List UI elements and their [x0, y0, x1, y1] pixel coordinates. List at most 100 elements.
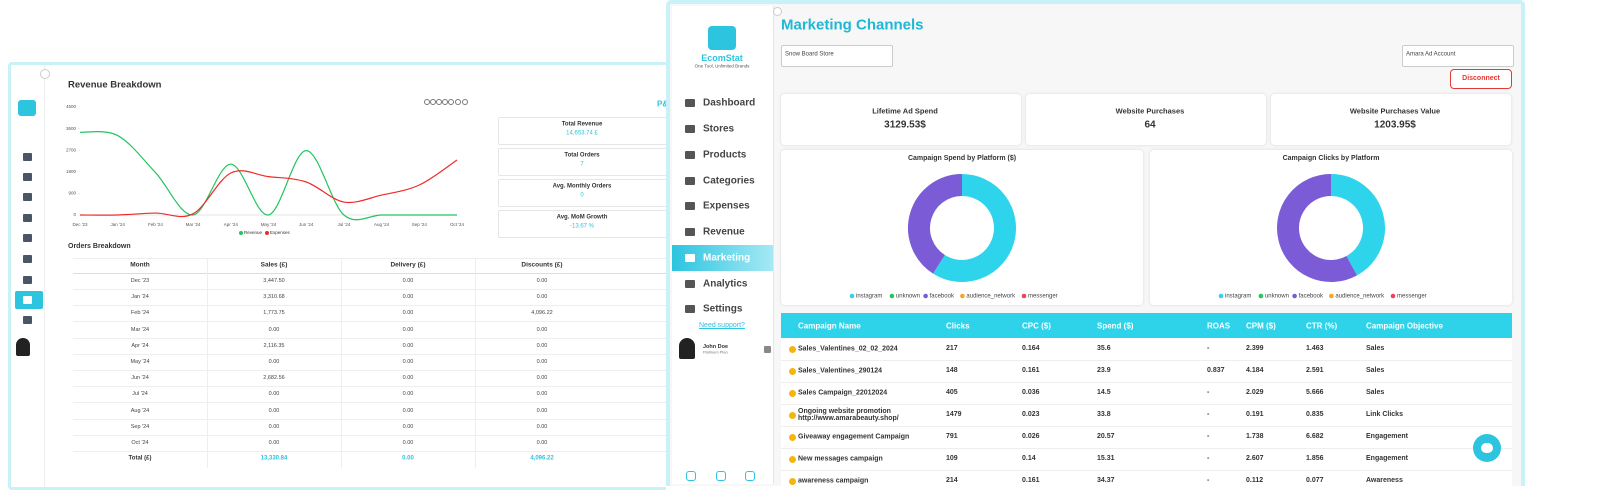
menu-icon [685, 228, 695, 236]
table-cell: New messages campaign [798, 455, 883, 463]
status-dot [789, 389, 796, 397]
nav-icon[interactable] [23, 173, 32, 181]
table-cell: awareness campaign [798, 477, 869, 485]
logout-icon[interactable] [764, 346, 771, 353]
table-cell: 0.164 [1022, 344, 1040, 352]
menu-item[interactable]: Stores [703, 123, 735, 135]
table-body [781, 338, 1512, 486]
total-cell: 13,330.84 [260, 455, 288, 462]
menu-item[interactable]: Products [703, 149, 747, 161]
stat-card [498, 117, 668, 145]
chart-tool[interactable] [448, 99, 454, 105]
table-cell: 0.00 [536, 342, 548, 349]
row-divider [73, 386, 903, 388]
table-cell: Oct '24 [131, 439, 149, 446]
column-header[interactable]: ROAS [1207, 320, 1231, 330]
table-cell: 20.57 [1097, 432, 1115, 440]
social-icon[interactable] [745, 471, 755, 481]
social-icon[interactable] [716, 471, 726, 481]
table-cell: Awareness [1366, 476, 1403, 484]
column-header[interactable]: CTR (%) [1306, 320, 1338, 330]
collapse-button[interactable] [40, 69, 50, 79]
menu-item[interactable]: Categories [703, 175, 755, 187]
stat-label: Total Revenue [561, 121, 603, 128]
nav-icon[interactable] [23, 296, 32, 304]
row-divider [73, 451, 903, 452]
table-cell: - [1207, 388, 1210, 396]
stat-label: Website Purchases Value [1349, 106, 1441, 116]
menu-item[interactable]: Analytics [703, 278, 748, 290]
menu-item[interactable]: Revenue [703, 226, 745, 238]
table-cell: 2.399 [1246, 344, 1264, 352]
total-cell: 0.00 [402, 455, 414, 462]
chart-tool[interactable] [442, 99, 448, 105]
nav-icon[interactable] [23, 153, 32, 161]
chart-tool[interactable] [430, 99, 436, 105]
user-plan: Platinum Plan [703, 349, 728, 355]
account-select[interactable] [1402, 45, 1514, 67]
table-cell: Sales_Valentines_290124 [798, 367, 883, 375]
row-divider [781, 470, 1512, 471]
table-cell: 214 [946, 476, 958, 484]
page-title: Marketing Channels [781, 16, 924, 34]
table-cell: 0.036 [1022, 388, 1040, 396]
collapse-button[interactable] [773, 7, 782, 16]
menu-item[interactable]: Marketing [703, 252, 751, 264]
table-cell: 0.00 [536, 358, 548, 365]
nav-icon[interactable] [23, 276, 32, 284]
menu-icon [685, 99, 695, 107]
total-cell: Total (£) [128, 455, 152, 462]
nav-icon[interactable] [23, 234, 32, 242]
table-cell: Feb '24 [130, 310, 150, 317]
table-cell: 0.00 [536, 407, 548, 414]
disconnect-label[interactable]: Disconnect [1462, 74, 1500, 82]
nav-icon[interactable] [23, 316, 32, 324]
table-cell: Giveaway engagement Campaign [798, 433, 910, 441]
social-icon[interactable] [686, 471, 696, 481]
column-header[interactable]: Spend ($) [1097, 320, 1134, 330]
chart-tool[interactable] [424, 99, 430, 105]
user-name: John Doe [703, 343, 729, 350]
column-header[interactable]: CPM ($) [1246, 320, 1276, 330]
menu-item[interactable]: Dashboard [703, 97, 756, 109]
store-select[interactable] [781, 45, 893, 67]
menu-item[interactable]: Settings [703, 303, 743, 315]
table-cell: Dec '23 [130, 277, 150, 284]
column-header: Month [130, 261, 150, 269]
column-header: Sales (£) [260, 261, 288, 269]
table-title: Orders Breakdown [68, 242, 131, 250]
column-header[interactable]: Campaign Name [798, 320, 861, 330]
column-divider [341, 258, 342, 468]
column-header[interactable]: CPC ($) [1022, 320, 1051, 330]
stat-card [1271, 94, 1511, 145]
total-cell: 4,096.22 [530, 455, 554, 462]
column-divider [475, 258, 476, 468]
row-divider [73, 370, 903, 371]
menu-item[interactable]: Expenses [703, 200, 750, 212]
table-cell: 0.835 [1306, 410, 1324, 418]
nav-icon[interactable] [23, 214, 32, 222]
chart-tool[interactable] [455, 99, 461, 105]
table-cell: 0.026 [1022, 432, 1040, 440]
bottom-cover [666, 486, 1600, 500]
pl-link[interactable]: P&L [657, 99, 673, 109]
table-cell: 109 [946, 454, 958, 462]
row-divider [73, 305, 903, 307]
column-header[interactable]: Clicks [946, 320, 970, 330]
table-cell: Sep '24 [130, 423, 150, 430]
disconnect-button[interactable] [1450, 69, 1512, 89]
table-cell: 1479 [946, 410, 962, 418]
table-cell: 2,116.35 [263, 342, 285, 349]
chart-card [781, 150, 1143, 305]
support-link[interactable]: Need support? [699, 321, 745, 329]
chart-tool[interactable] [462, 99, 468, 105]
nav-icon[interactable] [23, 255, 32, 263]
table-cell: 2.607 [1246, 454, 1264, 462]
table-cell: 33.8 [1097, 410, 1111, 418]
nav-icon[interactable] [23, 193, 32, 201]
stat-value: 14,653.74 £ [566, 130, 598, 137]
column-header[interactable]: Campaign Objective [1366, 320, 1443, 330]
chart-tool[interactable] [436, 99, 442, 105]
table-cell: 2.591 [1306, 366, 1324, 374]
